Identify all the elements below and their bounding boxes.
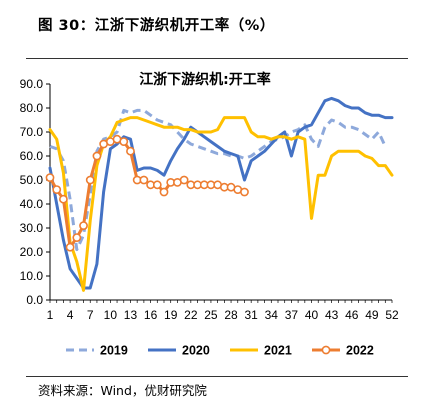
x-axis: 1 4 7 10 13 16 19 22 25 28 31 34 37 40 43 46 49 52	[47, 299, 399, 322]
y-tick-label: 0.0	[26, 293, 43, 307]
series-2022-line	[48, 137, 246, 249]
series-2022-point	[85, 175, 95, 185]
series-2022-point	[240, 187, 249, 197]
x-tick-label: 43	[325, 308, 339, 322]
source-note: 资料来源：Wind，优财研究院	[38, 383, 207, 398]
x-tick-label: 31	[244, 308, 258, 322]
x-tick-label: 28	[224, 308, 238, 322]
series-2022-point	[59, 194, 68, 204]
series-2020-line	[48, 96, 394, 290]
y-tick-label: 50.0	[20, 173, 44, 187]
plot-area	[45, 96, 394, 292]
series-2022-point	[139, 175, 149, 185]
series-2022-point	[152, 180, 162, 190]
y-tick-label: 80.0	[20, 101, 44, 115]
x-tick-label: 22	[184, 308, 198, 322]
chart-title: 江浙下游织机:开工率	[139, 71, 271, 88]
x-tick-label: 10	[104, 308, 118, 322]
x-tick-label: 46	[345, 308, 359, 322]
series-2022-point	[119, 137, 129, 146]
x-tick-label: 7	[87, 308, 94, 322]
legend-label-2022: 2022	[346, 344, 374, 358]
legend-label-2019: 2019	[100, 344, 128, 358]
x-tick-label: 13	[124, 308, 138, 322]
caption-rule	[26, 58, 408, 59]
x-tick-label: 49	[365, 308, 379, 322]
series-2022-point	[45, 173, 55, 182]
x-tick-label: 16	[144, 308, 158, 322]
x-tick-label: 19	[164, 308, 178, 322]
x-tick-label: 25	[204, 308, 218, 322]
series-2022-point	[52, 185, 62, 194]
series-2022-point	[65, 242, 75, 252]
x-tick-label: 4	[67, 308, 74, 322]
x-tick-label: 1	[47, 308, 54, 322]
legend-label-2020: 2020	[182, 344, 210, 358]
x-tick-label: 34	[265, 308, 279, 322]
legend-marker-2022	[321, 345, 331, 355]
source-rule	[26, 376, 408, 377]
y-tick-label: 10.0	[20, 269, 44, 283]
y-tick-label: 30.0	[20, 221, 44, 235]
series-2022-point	[72, 233, 82, 242]
series-2022-point	[179, 175, 189, 185]
legend: 2019 2020 2021 2022	[66, 344, 374, 358]
y-tick-label: 70.0	[20, 125, 44, 139]
x-tick-label: 37	[285, 308, 299, 322]
y-axis: 0.0 10.0 20.0 30.0 40.0 50.0 60.0 70.0 80.0 90.0	[20, 77, 51, 307]
x-tick-label: 52	[385, 308, 399, 322]
y-tick-label: 90.0	[20, 77, 44, 91]
legend-label-2021: 2021	[264, 344, 292, 358]
series-2022-point	[159, 187, 169, 197]
series-2019-line	[49, 108, 387, 252]
series-2022-point	[92, 151, 102, 161]
series-2022-point	[79, 221, 88, 230]
y-tick-label: 60.0	[20, 149, 44, 163]
figure-caption: 图 30：江浙下游织机开工率（%）	[38, 18, 275, 34]
y-tick-label: 20.0	[20, 245, 44, 259]
x-tick-label: 40	[305, 308, 319, 322]
y-tick-label: 40.0	[20, 197, 44, 211]
series-2022-point	[126, 146, 135, 156]
